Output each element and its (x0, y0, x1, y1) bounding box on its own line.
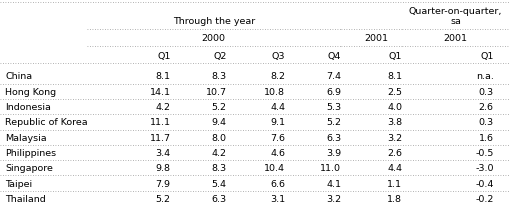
Text: 14.1: 14.1 (150, 87, 171, 96)
Text: 5.4: 5.4 (212, 179, 227, 188)
Text: 8.0: 8.0 (212, 133, 227, 142)
Text: -0.5: -0.5 (475, 148, 494, 157)
Text: 3.2: 3.2 (326, 194, 341, 203)
Text: 2.6: 2.6 (387, 148, 402, 157)
Text: 5.3: 5.3 (326, 103, 341, 112)
Text: 1.8: 1.8 (387, 194, 402, 203)
Text: 11.1: 11.1 (150, 118, 171, 127)
Text: 8.1: 8.1 (156, 72, 171, 81)
Text: 8.1: 8.1 (387, 72, 402, 81)
Text: Indonesia: Indonesia (5, 103, 51, 112)
Text: n.a.: n.a. (476, 72, 494, 81)
Text: 0.3: 0.3 (478, 87, 494, 96)
Text: 9.4: 9.4 (212, 118, 227, 127)
Text: 3.8: 3.8 (387, 118, 402, 127)
Text: 3.2: 3.2 (387, 133, 402, 142)
Text: 9.1: 9.1 (270, 118, 285, 127)
Text: 3.9: 3.9 (326, 148, 341, 157)
Text: 2001: 2001 (364, 34, 389, 43)
Text: 2001: 2001 (443, 34, 468, 43)
Text: 8.2: 8.2 (270, 72, 285, 81)
Text: 9.8: 9.8 (156, 163, 171, 172)
Text: 4.1: 4.1 (326, 179, 341, 188)
Text: Quarter-on-quarter,: Quarter-on-quarter, (409, 7, 502, 16)
Text: 3.4: 3.4 (155, 148, 171, 157)
Text: 11.0: 11.0 (320, 163, 341, 172)
Text: 0.3: 0.3 (478, 118, 494, 127)
Text: 4.2: 4.2 (212, 148, 227, 157)
Text: 4.2: 4.2 (156, 103, 171, 112)
Text: 4.4: 4.4 (270, 103, 285, 112)
Text: 10.7: 10.7 (206, 87, 227, 96)
Text: 5.2: 5.2 (156, 194, 171, 203)
Text: China: China (5, 72, 32, 81)
Text: 5.2: 5.2 (326, 118, 341, 127)
Text: Through the year: Through the year (173, 17, 255, 26)
Text: 4.4: 4.4 (387, 163, 402, 172)
Text: 3.1: 3.1 (270, 194, 285, 203)
Text: Philippines: Philippines (5, 148, 56, 157)
Text: -0.4: -0.4 (475, 179, 494, 188)
Text: Malaysia: Malaysia (5, 133, 47, 142)
Text: Q1: Q1 (480, 51, 494, 60)
Text: 6.3: 6.3 (326, 133, 341, 142)
Text: Hong Kong: Hong Kong (5, 87, 56, 96)
Text: 7.4: 7.4 (326, 72, 341, 81)
Text: Q4: Q4 (328, 51, 341, 60)
Text: 8.3: 8.3 (211, 72, 227, 81)
Text: Republic of Korea: Republic of Korea (5, 118, 88, 127)
Text: Q3: Q3 (271, 51, 285, 60)
Text: Taipei: Taipei (5, 179, 32, 188)
Text: 6.3: 6.3 (211, 194, 227, 203)
Text: 6.6: 6.6 (270, 179, 285, 188)
Text: 4.0: 4.0 (387, 103, 402, 112)
Text: 2.6: 2.6 (479, 103, 494, 112)
Text: 2000: 2000 (202, 34, 226, 43)
Text: 1.1: 1.1 (387, 179, 402, 188)
Text: sa: sa (450, 17, 461, 26)
Text: 1.6: 1.6 (479, 133, 494, 142)
Text: 10.4: 10.4 (264, 163, 285, 172)
Text: -0.2: -0.2 (475, 194, 494, 203)
Text: -3.0: -3.0 (475, 163, 494, 172)
Text: Q2: Q2 (213, 51, 227, 60)
Text: 10.8: 10.8 (264, 87, 285, 96)
Text: Singapore: Singapore (5, 163, 53, 172)
Text: Q1: Q1 (157, 51, 171, 60)
Text: 6.9: 6.9 (326, 87, 341, 96)
Text: 2.5: 2.5 (387, 87, 402, 96)
Text: Q1: Q1 (389, 51, 402, 60)
Text: 7.6: 7.6 (270, 133, 285, 142)
Text: 7.9: 7.9 (156, 179, 171, 188)
Text: 5.2: 5.2 (212, 103, 227, 112)
Text: 8.3: 8.3 (211, 163, 227, 172)
Text: 11.7: 11.7 (150, 133, 171, 142)
Text: Thailand: Thailand (5, 194, 46, 203)
Text: 4.6: 4.6 (270, 148, 285, 157)
